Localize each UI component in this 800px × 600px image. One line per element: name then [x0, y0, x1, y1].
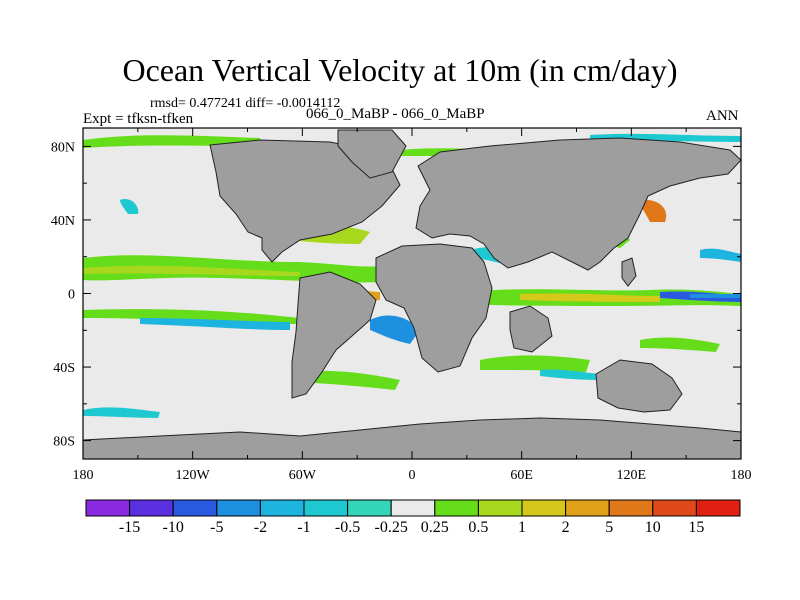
colorbar-swatch — [172, 499, 218, 517]
x-tick-label: 60W — [289, 468, 317, 483]
colorbar-swatch — [652, 499, 697, 517]
land-maritime-asia — [509, 305, 553, 353]
y-tick-label: 0 — [68, 288, 75, 303]
season-label: ANN — [706, 108, 739, 124]
colorbar-label: 1 — [518, 519, 526, 536]
colorbar-swatch — [129, 499, 174, 517]
colorbar-swatch — [390, 499, 436, 517]
chart-title: Ocean Vertical Velocity at 10m (in cm/da… — [122, 52, 678, 88]
x-tick-label: 120E — [617, 468, 647, 483]
colorbar-label: 15 — [688, 519, 704, 536]
x-tick-label: 0 — [409, 468, 416, 483]
colorbar-swatch — [477, 499, 523, 517]
colorbar-swatch — [259, 499, 305, 517]
colorbar-swatch — [608, 499, 654, 517]
colorbar-label: 2 — [562, 519, 570, 536]
land-antarctica — [83, 417, 741, 459]
colorbar-label: -0.5 — [335, 519, 360, 536]
colorbar-label: 10 — [645, 519, 661, 536]
map-field — [83, 128, 741, 459]
colorbar-swatch — [85, 499, 131, 517]
colorbar-label: -0.25 — [375, 519, 408, 536]
y-tick-label: 40S — [53, 361, 75, 376]
y-tick-label: 80N — [51, 140, 75, 155]
x-tick-label: 60E — [510, 468, 533, 483]
colorbar-swatch — [521, 499, 567, 517]
colorbar-label: 5 — [605, 519, 613, 536]
experiment-label: Expt = tfksn-tfken — [83, 111, 194, 127]
x-tick-label: 180 — [73, 468, 94, 483]
y-tick-label: 40N — [51, 214, 75, 229]
land-africa — [375, 243, 493, 373]
colorbar-label: -10 — [163, 519, 184, 536]
land-masses — [83, 129, 741, 459]
x-axis: 180 120W 60W 0 60E 120E 180 — [73, 128, 752, 483]
x-tick-label: 120W — [176, 468, 211, 483]
colorbar: -15 -10 -5 -2 -1 -0.5 -0.25 0.25 0.5 1 2 5 10 15 — [85, 499, 741, 536]
colorbar-swatch — [695, 499, 741, 517]
colorbar-label: -15 — [119, 519, 140, 536]
x-tick-label: 180 — [731, 468, 752, 483]
colorbar-label: -5 — [210, 519, 223, 536]
y-axis: 80N 40N 0 40S 80S — [51, 140, 741, 450]
colorbar-label: -1 — [297, 519, 310, 536]
colorbar-swatch — [303, 499, 349, 517]
subtitle: 066_0_MaBP - 066_0_MaBP — [306, 106, 485, 122]
colorbar-label: -2 — [254, 519, 267, 536]
land-south-america — [291, 271, 377, 399]
land-australia — [595, 359, 683, 413]
colorbar-swatch — [216, 499, 261, 517]
colorbar-swatch — [565, 499, 610, 517]
colorbar-label: 0.25 — [421, 519, 449, 536]
colorbar-swatch — [434, 499, 479, 517]
colorbar-label: 0.5 — [468, 519, 488, 536]
stats-line: rmsd= 0.477241 diff= -0.0014112 — [150, 96, 341, 111]
land-greenland — [337, 129, 407, 179]
land-japan — [621, 257, 637, 287]
colorbar-swatch — [347, 499, 392, 517]
land-eurasia — [415, 137, 741, 271]
y-tick-label: 80S — [53, 435, 75, 450]
